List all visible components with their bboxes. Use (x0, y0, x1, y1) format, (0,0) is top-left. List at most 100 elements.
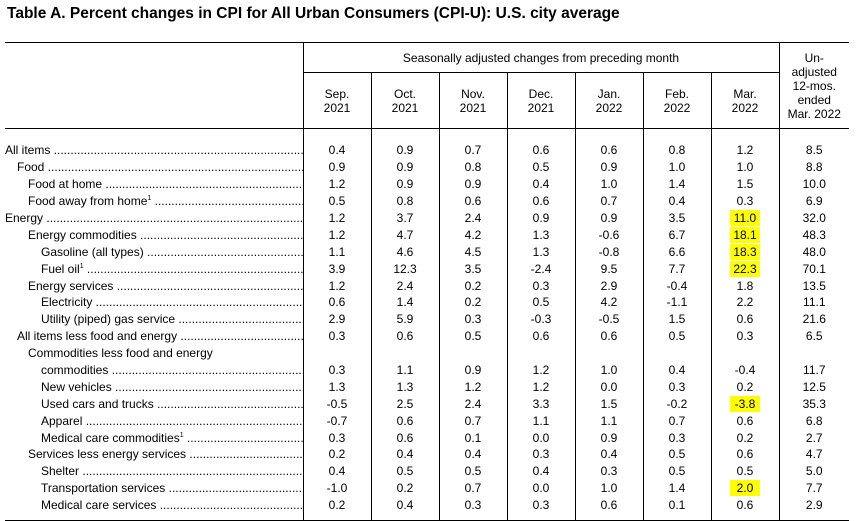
value-cell: 0.4 (642, 361, 711, 379)
value: 0.4 (668, 363, 686, 378)
value-cell: 1.2 (302, 209, 371, 227)
value: 1.3 (532, 227, 550, 242)
row-label-text: Medical care services (41, 498, 157, 513)
row-label: Food at home (5, 176, 303, 193)
value-cell: 0.3 (506, 446, 575, 463)
value: 0.4 (396, 447, 414, 462)
value: 0.5 (396, 464, 414, 479)
value-cell: -0.4 (710, 361, 780, 379)
value-cell: 0.0 (574, 378, 643, 396)
value: 0.6 (532, 194, 550, 209)
value-cell: 8.8 (778, 158, 850, 176)
value: 4.7 (805, 447, 823, 462)
bottom-cell (370, 513, 439, 521)
row-label-text: Energy commodities (28, 227, 137, 242)
value: 32.0 (802, 211, 826, 225)
value: 0.3 (600, 464, 618, 479)
value-cell: 0.6 (370, 327, 439, 345)
value: 0.7 (464, 413, 482, 428)
row-label-text: Commodities less food and energy (28, 346, 213, 361)
value: 0.0 (532, 430, 550, 445)
value-cell: 1.4 (642, 175, 711, 193)
value-cell: 0.7 (642, 412, 711, 430)
table-row: All items less food and energy 0.3 0.6 0.5 0… (5, 327, 850, 345)
value: 0.3 (668, 379, 686, 394)
table-row: New vehicles 1.3 1.3 1.2 1.2 0.0 0.3 0.2 12.5 (5, 378, 850, 396)
value-cell: 0.9 (370, 158, 439, 176)
value: 0.6 (532, 143, 550, 158)
value: 0.6 (396, 329, 414, 344)
value: 0.6 (736, 413, 754, 428)
value: 3.5 (668, 211, 686, 225)
value-cell: 0.4 (574, 446, 643, 463)
value-cell: 0.6 (370, 429, 439, 447)
value-cell: 0.3 (438, 496, 507, 514)
value-cell: 2.7 (778, 429, 850, 447)
value-cell: 11.1 (778, 294, 850, 311)
value: 2.9 (328, 312, 346, 327)
bottom-cell (438, 513, 507, 521)
value-cell: 0.2 (302, 446, 371, 463)
value-cell: 4.7 (370, 226, 439, 244)
value: 1.0 (600, 481, 618, 496)
row-label: Medical care commodities1 (5, 429, 303, 446)
value-cell: 0.3 (710, 327, 780, 345)
value-cell: 0.7 (438, 479, 507, 497)
value: 11.7 (803, 363, 826, 378)
value-cell: -0.7 (302, 412, 371, 430)
table-row: Electricity 0.6 1.4 0.2 0.5 4.2 -1.1 2.2 11.1 (5, 294, 850, 311)
value-cell: 0.4 (642, 192, 711, 210)
value: 0.6 (600, 498, 618, 513)
row-label: Electricity (5, 294, 303, 311)
value: 0.5 (532, 295, 550, 310)
highlighted-value: 22.3 (730, 260, 760, 277)
table-title: Table A. Percent changes in CPI for All … (7, 5, 620, 22)
value-cell: 0.3 (506, 496, 575, 514)
value: 0.8 (396, 194, 414, 209)
value-cell: 0.2 (302, 496, 371, 514)
seasonally-adjusted-header: Seasonally adjusted changes from precedi… (302, 42, 780, 73)
row-label-text: Services less energy services (28, 447, 187, 462)
row-label: Fuel oil1 (5, 260, 303, 277)
row-label: New vehicles (5, 378, 303, 395)
value-cell: 0.4 (438, 446, 507, 463)
value-cell: 0.2 (370, 479, 439, 497)
row-label: Apparel (5, 412, 303, 429)
value-cell: -0.4 (642, 277, 711, 295)
value-cell: 2.4 (438, 395, 507, 413)
value-cell: 5.0 (778, 462, 850, 480)
table-row: All items 0.4 0.9 0.7 0.6 0.6 0.8 1.2 8.5 (5, 142, 850, 159)
value-cell: 0.3 (506, 277, 575, 295)
value-cell: 18.3 (710, 243, 780, 261)
value: 0.8 (464, 160, 482, 175)
value-cell: 1.2 (438, 378, 507, 396)
value: -0.6 (598, 227, 620, 242)
value-cell: 0.6 (574, 327, 643, 345)
month-name: Sep. (324, 86, 350, 101)
value-cell: 2.9 (574, 277, 643, 295)
value: 0.4 (464, 447, 482, 462)
value: 1.1 (396, 363, 414, 378)
value: 10.0 (802, 177, 826, 192)
value: 1.1 (600, 413, 618, 428)
month-header: Sep. 2021 (302, 72, 371, 129)
value: -0.4 (734, 363, 756, 378)
value-cell: 3.9 (302, 260, 371, 278)
value: 0.4 (328, 464, 346, 479)
value-cell (574, 344, 643, 362)
month-year: 2022 (595, 100, 623, 115)
value-cell: 0.6 (710, 412, 780, 430)
value: 0.3 (328, 363, 346, 378)
value-cell: 22.3 (710, 260, 780, 278)
value-cell: 2.2 (710, 294, 780, 311)
value-cell: 12.5 (778, 378, 850, 396)
value-cell: 1.2 (506, 361, 575, 379)
value-cell: 0.9 (302, 158, 371, 176)
value-cell: 48.0 (778, 243, 850, 261)
value: 0.4 (600, 447, 618, 462)
value-cell: 2.9 (302, 310, 371, 328)
value: 8.5 (805, 143, 823, 158)
value-cell: 11.7 (778, 361, 850, 379)
value: 1.2 (532, 379, 550, 394)
value: 2.9 (600, 278, 618, 293)
